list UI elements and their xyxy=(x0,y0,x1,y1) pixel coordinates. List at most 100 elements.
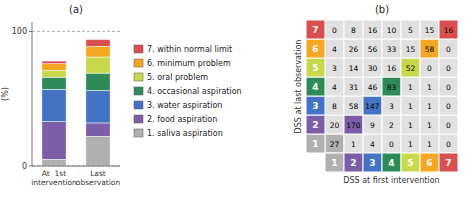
matrix-cell xyxy=(344,20,363,39)
matrix-cell xyxy=(325,58,344,77)
x-axis-line xyxy=(32,166,120,167)
legend-swatch xyxy=(134,45,143,53)
cell-label: 15 xyxy=(406,45,416,54)
legend-swatch xyxy=(134,101,143,109)
x-tick xyxy=(401,153,420,172)
matrix-cell xyxy=(401,134,420,153)
matrix-cell xyxy=(439,20,458,39)
cell-label: 1 xyxy=(408,140,413,149)
matrix-cell xyxy=(420,20,439,39)
cell-label: 8 xyxy=(351,26,356,35)
cell-label: 16 xyxy=(444,26,454,35)
cell-label: 0 xyxy=(332,26,337,35)
y-tick-label: 5 xyxy=(312,63,318,73)
legend-label: 5. oral problem xyxy=(147,73,208,82)
bar-segment xyxy=(42,70,66,77)
matrix-cell xyxy=(401,20,420,39)
matrix-cell xyxy=(382,58,401,77)
legend-label: 1. saliva aspiration xyxy=(147,129,223,138)
y-tick xyxy=(306,77,325,96)
bar-segment xyxy=(86,39,110,46)
y-tick-label: 2 xyxy=(312,120,318,130)
matrix-cell xyxy=(382,115,401,134)
cell-label: 83 xyxy=(387,83,397,92)
y-tick-label: 6 xyxy=(312,44,318,54)
bar-segment xyxy=(86,57,110,73)
grid-line xyxy=(32,31,120,32)
legend-swatch xyxy=(134,87,143,95)
y-axis-label: DSS at last observation xyxy=(294,40,303,134)
y-axis-line xyxy=(32,22,33,166)
matrix-cell xyxy=(382,20,401,39)
cell-label: 46 xyxy=(368,83,378,92)
matrix-cell xyxy=(401,115,420,134)
title: (a) xyxy=(69,4,83,15)
bar-segment xyxy=(42,77,66,89)
y-tick xyxy=(306,20,325,39)
matrix-cell xyxy=(382,96,401,115)
bar-segment xyxy=(42,89,66,121)
y-tick-label: 3 xyxy=(312,101,318,111)
cell-label: 14 xyxy=(349,64,359,73)
cell-label: 4 xyxy=(332,45,337,54)
cell-label: 1 xyxy=(427,140,432,149)
y-tick-label: 0 xyxy=(22,162,27,171)
cell-label: 3 xyxy=(389,102,394,111)
legend-label: 4. occasional aspiration xyxy=(147,87,242,96)
cell-label: 20 xyxy=(330,121,340,130)
bar-segment xyxy=(42,64,66,71)
x-tick-label: 6 xyxy=(426,158,432,168)
y-tick xyxy=(306,58,325,77)
bar-segment xyxy=(42,61,66,64)
y-axis-label: (%) xyxy=(1,87,10,101)
cell-label: 9 xyxy=(370,121,375,130)
matrix-cell xyxy=(439,77,458,96)
bar-segment xyxy=(42,122,66,160)
cell-label: 4 xyxy=(370,140,375,149)
matrix-cell xyxy=(363,115,382,134)
bar-segment xyxy=(86,46,110,57)
matrix-cell xyxy=(382,134,401,153)
x-tick-label: At 1stintervention xyxy=(31,169,77,187)
y-tick xyxy=(306,96,325,115)
cell-label: 147 xyxy=(365,102,380,111)
legend-swatch xyxy=(134,73,143,81)
matrix-cell xyxy=(344,96,363,115)
bars xyxy=(42,39,110,166)
x-tick xyxy=(439,153,458,172)
y-tick xyxy=(306,39,325,58)
matrix-cell xyxy=(401,77,420,96)
y-tick-label: 1 xyxy=(312,139,318,149)
matrix-cell xyxy=(439,96,458,115)
matrix-cell xyxy=(439,115,458,134)
cell-label: 0 xyxy=(446,121,451,130)
bar-segment xyxy=(86,91,110,123)
legend-swatch xyxy=(134,115,143,123)
matrix-cell xyxy=(401,39,420,58)
matrix-cell xyxy=(363,58,382,77)
cell-label: 1 xyxy=(408,83,413,92)
cell-label: 1 xyxy=(427,102,432,111)
cell-label: 33 xyxy=(387,45,397,54)
legend-label: 3. water aspiration xyxy=(147,101,222,110)
y-tick xyxy=(306,115,325,134)
x-tick-label: 5 xyxy=(407,158,413,168)
matrix-cell xyxy=(420,96,439,115)
y-tick-label: 7 xyxy=(312,25,318,35)
matrix-cell xyxy=(325,77,344,96)
x-tick xyxy=(325,153,344,172)
cell-label: 5 xyxy=(408,26,413,35)
matrix-cell xyxy=(325,134,344,153)
cell-label: 1 xyxy=(408,102,413,111)
matrix-cell xyxy=(382,39,401,58)
legend-swatch xyxy=(134,129,143,137)
cell-label: 2 xyxy=(389,121,394,130)
x-tick xyxy=(363,153,382,172)
cell-label: 52 xyxy=(406,64,416,73)
cell-label: 58 xyxy=(349,102,359,111)
x-axis-label: DSS at first intervention xyxy=(343,176,439,185)
cell-label: 16 xyxy=(368,26,378,35)
matrix-cell xyxy=(439,134,458,153)
matrix-cell xyxy=(363,39,382,58)
matrix-cell xyxy=(401,96,420,115)
